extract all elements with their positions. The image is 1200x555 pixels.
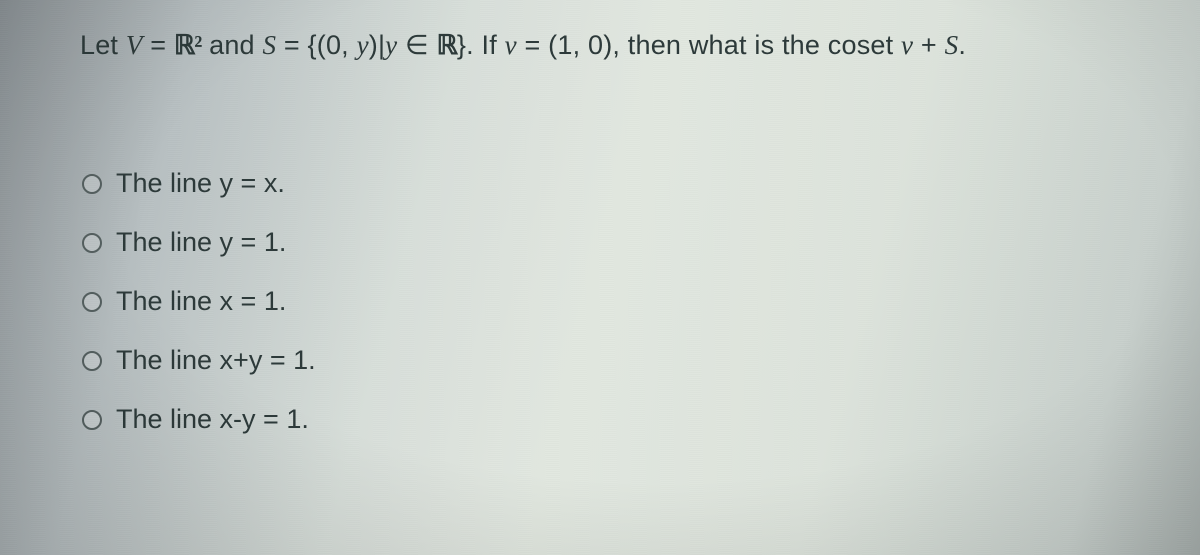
option-row[interactable]: The line x = 1.: [82, 286, 316, 317]
q-V: V: [126, 30, 143, 60]
option-row[interactable]: The line y = 1.: [82, 227, 316, 258]
q-S2: S: [945, 30, 959, 60]
q-mid: )|: [369, 30, 385, 60]
q-pre: Let: [80, 30, 126, 60]
radio-icon[interactable]: [82, 351, 102, 371]
question-text: Let V = ℝ² and S = {(0, y)|y ∈ ℝ}. If v …: [80, 30, 1160, 61]
option-row[interactable]: The line x-y = 1.: [82, 404, 316, 435]
q-v1: v: [505, 30, 517, 60]
option-label: The line y = 1.: [116, 227, 286, 258]
options-group: The line y = x. The line y = 1. The line…: [82, 168, 316, 463]
option-row[interactable]: The line y = x.: [82, 168, 316, 199]
q-v2: v: [901, 30, 913, 60]
option-row[interactable]: The line x+y = 1.: [82, 345, 316, 376]
option-label: The line x-y = 1.: [116, 404, 309, 435]
q-eq3: = (1, 0), then what is the coset: [517, 30, 901, 60]
q-dot: .: [958, 30, 966, 60]
q-close: }. If: [457, 30, 505, 60]
radio-icon[interactable]: [82, 292, 102, 312]
radio-icon[interactable]: [82, 233, 102, 253]
q-R2: ℝ²: [174, 30, 201, 60]
q-y1: y: [357, 30, 369, 60]
q-plus: +: [913, 30, 944, 60]
q-eq1: =: [143, 30, 174, 60]
q-and: and: [201, 30, 262, 60]
q-S: S: [262, 30, 276, 60]
option-label: The line x = 1.: [116, 286, 286, 317]
q-y2: y: [385, 30, 397, 60]
q-eq2: = {(0,: [276, 30, 356, 60]
radio-icon[interactable]: [82, 410, 102, 430]
radio-icon[interactable]: [82, 174, 102, 194]
option-label: The line y = x.: [116, 168, 285, 199]
q-in: ∈: [397, 30, 436, 60]
option-label: The line x+y = 1.: [116, 345, 316, 376]
q-R: ℝ: [436, 30, 456, 60]
